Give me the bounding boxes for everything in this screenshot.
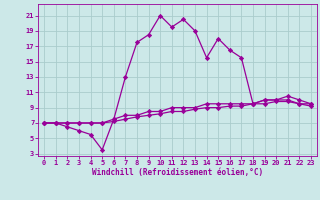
X-axis label: Windchill (Refroidissement éolien,°C): Windchill (Refroidissement éolien,°C): [92, 168, 263, 177]
